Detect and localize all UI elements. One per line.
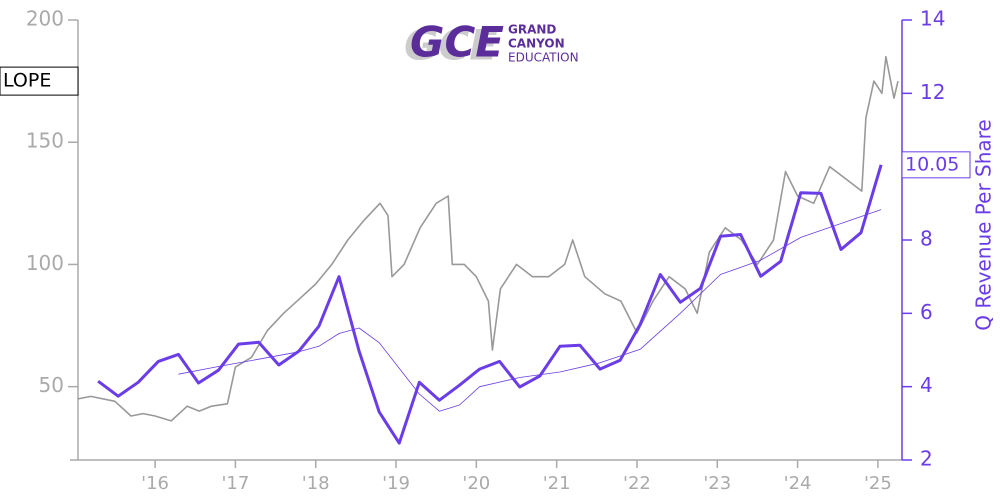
last-value-box [901, 151, 971, 179]
x-tick-label: '22 [623, 473, 651, 494]
x-tick-label: '23 [703, 473, 731, 494]
y2-tick-label: 4 [920, 373, 933, 397]
last-value-label: 10.05 [905, 153, 959, 175]
y-tick-label: 200 [26, 7, 64, 31]
ticker-label: LOPE [3, 70, 51, 92]
y2-tick-label: 14 [920, 7, 945, 31]
x-tick-label: '21 [543, 473, 571, 494]
x-tick-label: '24 [784, 473, 812, 494]
logo-text: EDUCATION [508, 51, 579, 65]
y2-tick-label: 6 [920, 300, 933, 324]
x-tick-label: '25 [864, 473, 892, 494]
series-line [77, 55, 899, 422]
series-line [97, 164, 883, 445]
logo-text: GRAND [508, 23, 556, 37]
logo-text: CANYON [508, 37, 565, 51]
logo: GCE GCE GRAND CANYON EDUCATION [404, 18, 579, 70]
x-tick-label: '18 [302, 473, 330, 494]
x-tick-label: '17 [221, 473, 249, 494]
y2-tick-label: 2 [920, 447, 933, 471]
logo-shadow: GCE [404, 21, 498, 70]
y-tick-label: 50 [39, 373, 64, 397]
x-tick-label: '20 [462, 473, 490, 494]
y-tick-label: 100 [26, 251, 64, 275]
ticker-box [0, 66, 79, 96]
y2-tick-label: 8 [920, 227, 933, 251]
y2-tick-label: 12 [920, 80, 945, 104]
y-tick-label: 150 [26, 129, 64, 153]
logo-mark: GCE [410, 18, 504, 67]
y2-axis-label: Q Revenue Per Share [972, 119, 996, 331]
x-tick-label: '16 [141, 473, 169, 494]
x-tick-label: '19 [382, 473, 410, 494]
series-line [178, 209, 882, 412]
